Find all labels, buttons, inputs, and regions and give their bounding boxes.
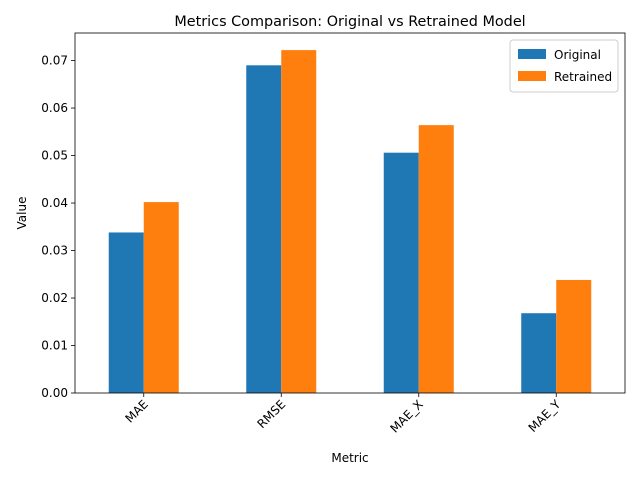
legend-swatch-original xyxy=(518,49,546,59)
y-tick-label: 0.06 xyxy=(41,101,68,115)
legend-label-retrained: Retrained xyxy=(554,70,612,84)
bar-original-mae_y xyxy=(521,313,557,393)
bar-original-mae xyxy=(108,232,144,393)
y-tick-label: 0.02 xyxy=(41,291,68,305)
y-tick-label: 0.01 xyxy=(41,339,68,353)
bars-layer xyxy=(108,50,592,393)
legend-label-original: Original xyxy=(554,48,601,62)
legend-swatch-retrained xyxy=(518,71,546,81)
bar-retrained-mae_x xyxy=(418,125,454,393)
bar-original-rmse xyxy=(246,65,282,393)
y-tick-label: 0.05 xyxy=(41,149,68,163)
chart-title: Metrics Comparison: Original vs Retraine… xyxy=(174,14,525,30)
x-axis: MAE RMSE MAE_X MAE_Y xyxy=(122,393,564,436)
plot-frame xyxy=(74,32,626,394)
x-tick-label: MAE_X xyxy=(387,397,425,435)
x-tick-label: MAE_Y xyxy=(526,397,564,435)
bar-original-mae_x xyxy=(383,152,419,393)
y-axis-label: Value xyxy=(15,197,29,230)
y-tick-label: 0.04 xyxy=(41,196,68,210)
x-axis-label: Metric xyxy=(331,451,368,465)
y-tick-label: 0.03 xyxy=(41,244,68,258)
y-axis: 0.00 0.01 0.02 0.03 0.04 0.05 0.06 0.07 xyxy=(41,54,75,400)
bar-retrained-mae_y xyxy=(556,279,592,393)
bar-retrained-rmse xyxy=(281,50,317,393)
bar-retrained-mae xyxy=(143,202,179,393)
legend: Original Retrained xyxy=(509,39,619,93)
y-tick-label: 0.00 xyxy=(41,386,68,400)
x-tick-label: MAE xyxy=(122,397,150,425)
y-tick-label: 0.07 xyxy=(41,54,68,68)
x-tick-label: RMSE xyxy=(255,397,289,431)
